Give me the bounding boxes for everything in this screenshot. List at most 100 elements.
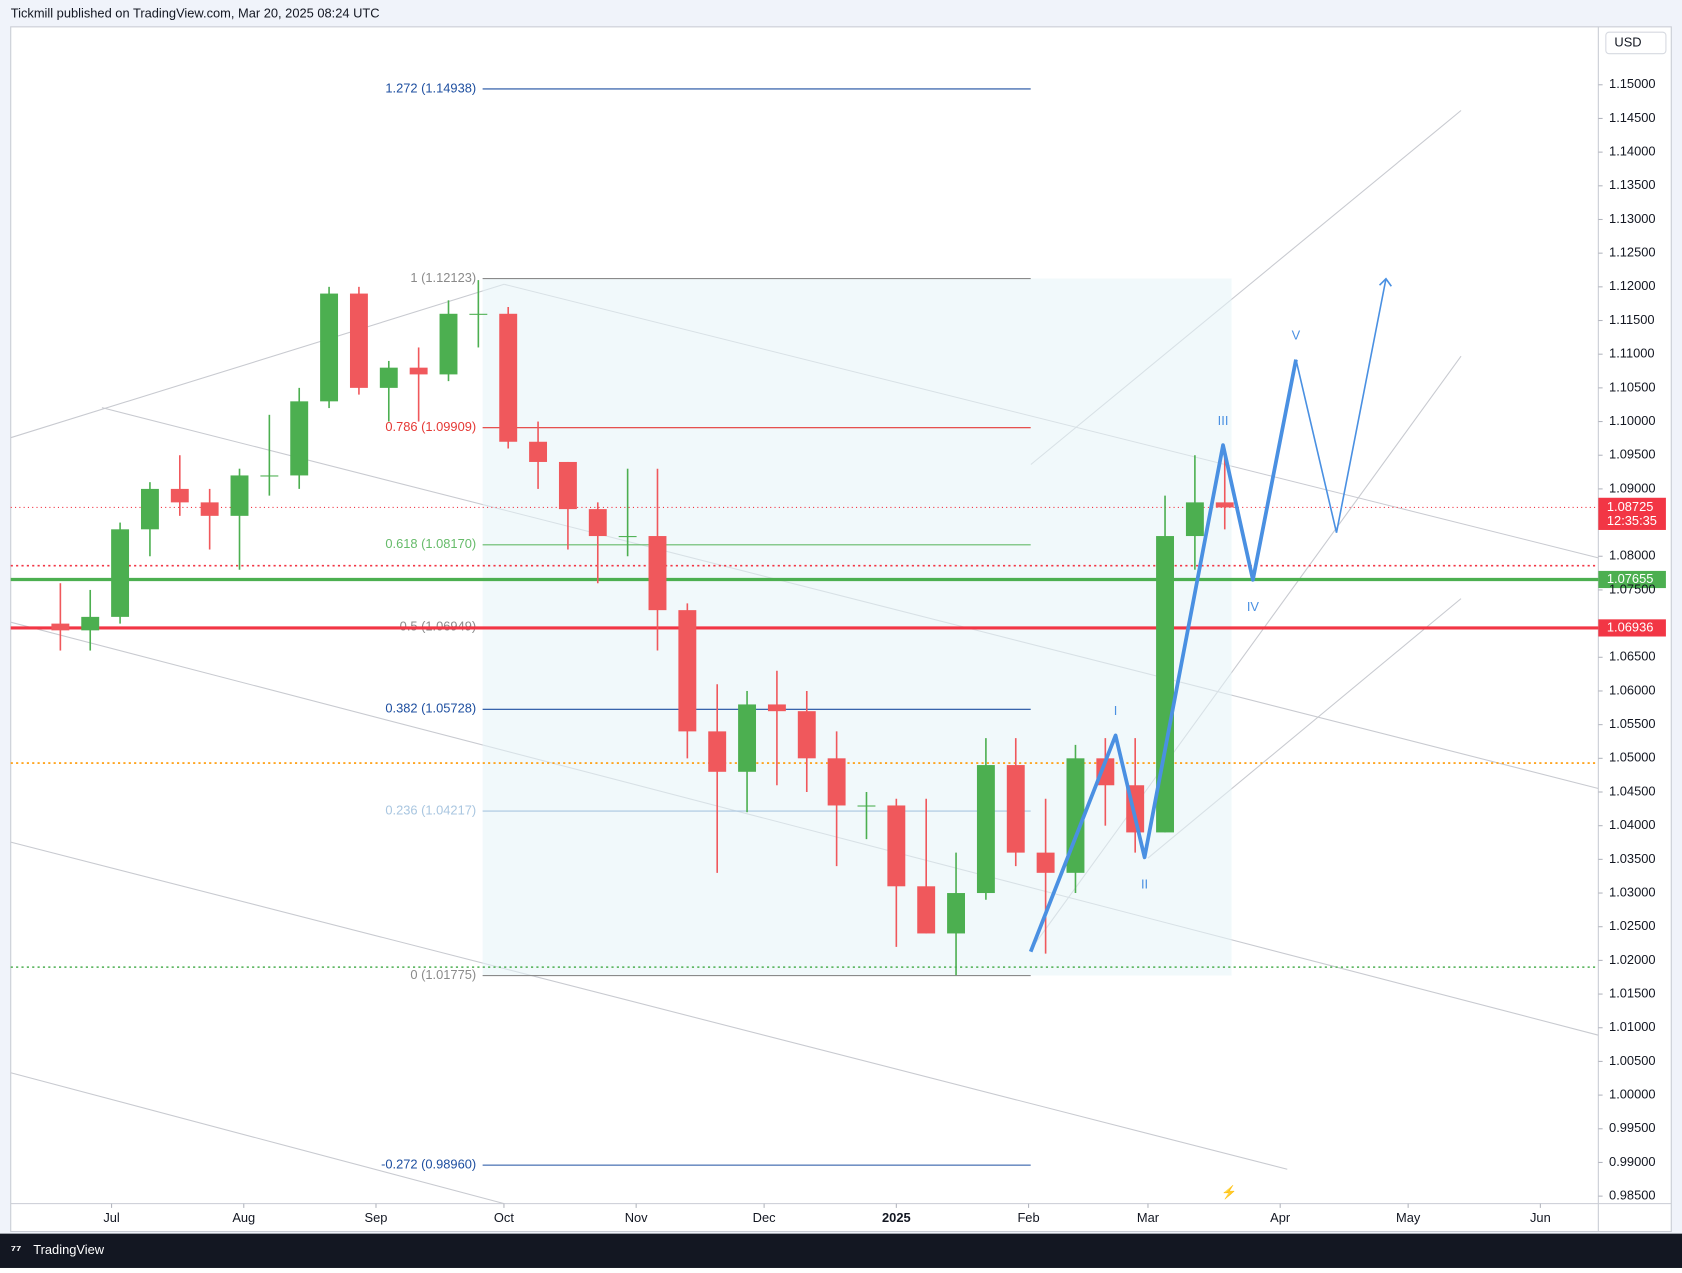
footer-logo: ⁷⁷ [11,1242,22,1257]
y-tick-label: 1.09500 [1609,447,1655,462]
fib-label: -0.272 (0.98960) [381,1157,476,1172]
y-tick-label: 1.11000 [1609,346,1655,361]
y-tick-label: 1.06000 [1609,682,1655,697]
y-tick-label: 1.01500 [1609,985,1655,1000]
wave-label: II [1141,877,1148,892]
header: Tickmill published on TradingView.com, M… [11,5,380,20]
wave-label: I [1114,703,1118,718]
candle-body [260,475,279,477]
footer-bar [0,1233,1682,1268]
candle-body [1006,765,1025,853]
candle-body [678,610,697,732]
y-tick-label: 1.10500 [1609,379,1655,394]
y-tick-label: 1.12000 [1609,278,1655,293]
candle-body [976,765,995,894]
y-tick-label: 1.04500 [1609,783,1655,798]
y-tick-label: 1.02500 [1609,918,1655,933]
last-price-tag [1598,497,1666,530]
y-tick-label: 1.01000 [1609,1019,1655,1034]
candle-body [81,616,100,631]
fib-label: 1 (1.12123) [410,270,476,285]
x-tick-label: May [1396,1210,1421,1225]
y-tick-label: 1.12500 [1609,245,1655,260]
fib-label: 0.5 (1.06949) [400,618,476,633]
candle-body [200,502,219,516]
fib-label: 0 (1.01775) [410,967,476,982]
candle-body [708,731,727,772]
y-tick-label: 1.02000 [1609,952,1655,967]
y-tick-label: 1.14500 [1609,110,1655,125]
candle-body [558,461,577,510]
wave-label: V [1292,327,1301,342]
candle-body [827,758,846,806]
y-tick-label: 1.07500 [1609,581,1655,596]
x-tick-label: Aug [232,1210,255,1225]
candle-body [588,509,607,537]
candle-body [349,293,368,388]
projection-arrowhead [1378,277,1392,287]
y-tick-label: 1.11500 [1609,312,1655,327]
plot-layer: 1.272 (1.14938) 1 (1.12123) 0.786 (1.09909… [10,76,1666,1225]
y-tick-label: 1.03500 [1609,851,1655,866]
currency: USD [1614,34,1641,49]
candle-body [439,313,458,375]
y-tick-label: 0.98500 [1609,1188,1655,1203]
y-tick-label: 1.05500 [1609,716,1655,731]
candle-body [1215,502,1234,508]
candle-body [917,886,936,934]
x-tick-label: Apr [1270,1210,1291,1225]
candle-body [409,367,428,375]
price-level-tag [1598,619,1666,637]
y-tick-label: 1.14000 [1609,144,1655,159]
y-tick-label: 0.99000 [1609,1154,1655,1169]
candle-body [1096,758,1115,786]
x-tick-label: Feb [1017,1210,1039,1225]
candle-body [1156,536,1174,833]
last-price-label: 1.08725 [1607,499,1653,514]
candle-body [290,401,309,476]
y-tick-label: 0.99500 [1609,1120,1655,1135]
price-level-label: 1.07655 [1607,571,1653,586]
candle-body [529,441,548,462]
currency-box [1605,31,1667,55]
event-icon: ⚡ [1221,1184,1237,1200]
channel-line [10,283,505,439]
x-tick-label: 2025 [882,1210,911,1225]
candle-body [1185,502,1204,537]
fib-label: 0.382 (1.05728) [385,701,476,716]
y-tick-label: 1.05000 [1609,750,1655,765]
candle-body [140,488,159,530]
candle-body [230,475,249,516]
y-tick-label: 1.10000 [1609,413,1655,428]
candle-body [469,313,488,315]
candle-body [1036,852,1055,873]
candle-body [857,805,876,807]
candle-body [111,529,130,617]
fib-label: 1.272 (1.14938) [385,80,476,95]
channel-line [10,841,1288,1170]
countdown: 12:35:35 [1607,513,1657,528]
candle-body [379,367,398,388]
y-tick-label: 1.00500 [1609,1053,1655,1068]
x-tick-label: Nov [625,1210,648,1225]
x-tick-label: Jul [103,1210,119,1225]
fib-label: 0.618 (1.08170) [385,536,476,551]
y-tick-label: 1.06500 [1609,649,1655,664]
candle-body [320,293,339,402]
y-tick-label: 1.00000 [1609,1087,1655,1102]
candle-body [797,711,816,759]
channel-line [10,1072,505,1205]
y-tick-label: 1.13500 [1609,177,1655,192]
projection-path [1295,278,1387,533]
candle-body [947,893,966,934]
candle-body [767,704,786,712]
x-tick-label: Mar [1137,1210,1160,1225]
y-tick-label: 1.08000 [1609,548,1655,563]
candle-body [738,704,757,772]
footer: TradingView [33,1242,104,1257]
candle-body [618,536,637,538]
price-level-label: 1.06936 [1607,619,1653,634]
x-tick-label: Sep [365,1210,388,1225]
